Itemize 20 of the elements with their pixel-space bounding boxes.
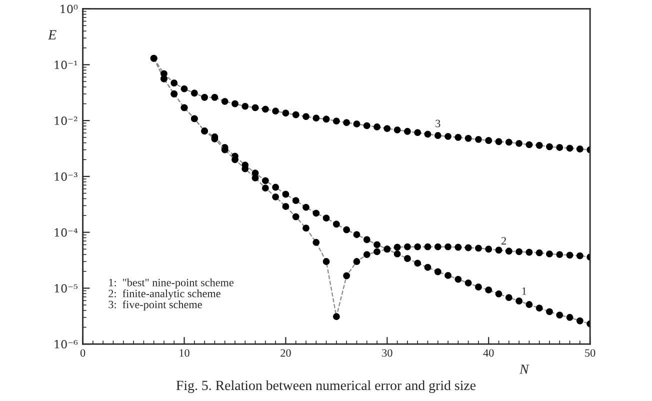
y-tick-label: 10⁻⁶ xyxy=(54,340,78,348)
y-tick-label: 10⁻³ xyxy=(54,172,78,181)
x-tick-label: 10 xyxy=(180,349,190,357)
annotation: 1 xyxy=(522,287,526,295)
x-tick-label: 50 xyxy=(585,349,596,357)
caption: Fig. 5. Relation between numerical error and grid size xyxy=(176,380,476,393)
y-axis-title: E xyxy=(48,30,56,40)
annotation: 1: "best" nine-point scheme 2: finite-analytic scheme 3: five-point scheme xyxy=(108,278,234,311)
y-tick-label: 10⁻¹ xyxy=(54,60,78,70)
y-tick-label: 10⁻² xyxy=(54,116,78,125)
annotation: 2 xyxy=(502,237,506,244)
annotation: 3 xyxy=(436,120,440,128)
x-tick-label: 0 xyxy=(80,349,86,357)
x-tick-label: 20 xyxy=(280,349,291,357)
x-tick-label: 30 xyxy=(382,349,392,357)
x-axis-title: N xyxy=(519,364,530,374)
y-tick-label: 10⁰ xyxy=(60,4,78,14)
y-tick-label: 10⁻⁴ xyxy=(54,228,78,237)
y-tick-label: 10⁻⁵ xyxy=(54,284,78,293)
x-tick-label: 40 xyxy=(483,349,494,357)
